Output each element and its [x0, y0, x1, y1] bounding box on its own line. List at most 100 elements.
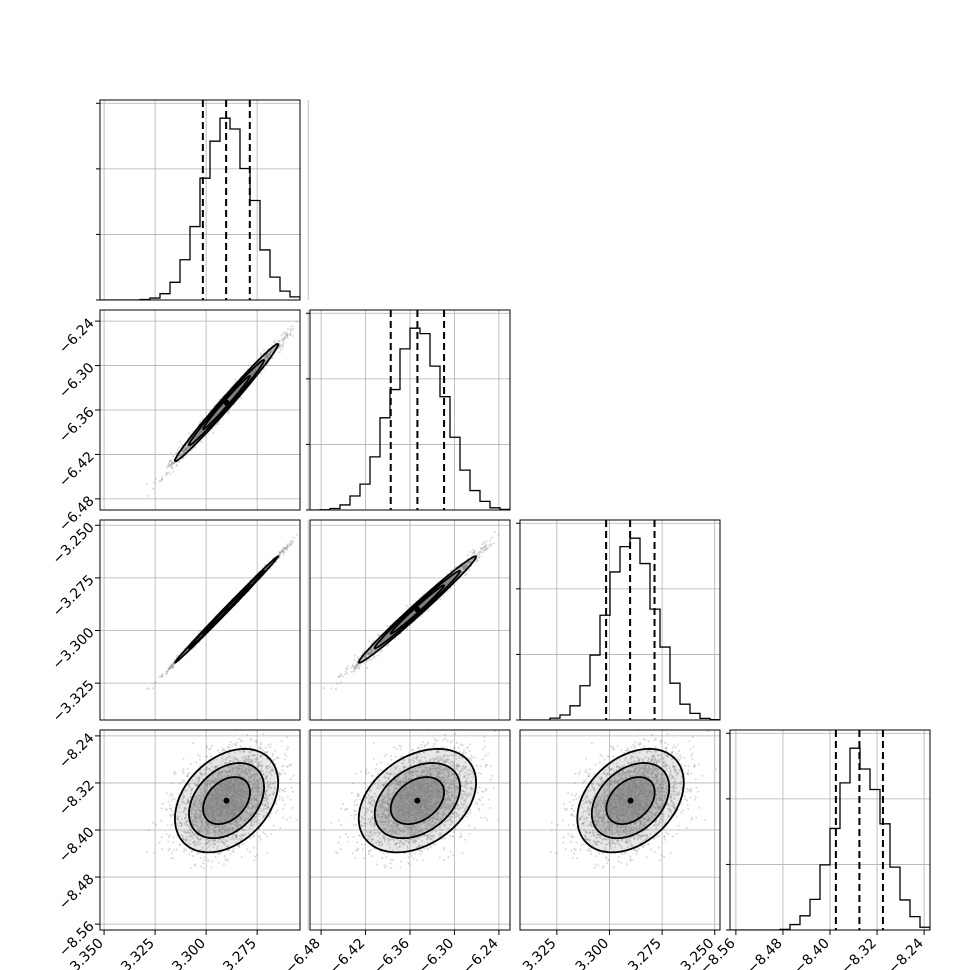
sample-point	[281, 550, 284, 553]
sample-point	[168, 667, 171, 670]
sample-point	[172, 471, 175, 473]
sample-point	[184, 449, 187, 451]
sample-point	[171, 461, 174, 464]
sample-point	[185, 447, 188, 450]
sample-point	[266, 356, 269, 359]
sample-point	[198, 433, 201, 436]
sample-point	[289, 543, 292, 546]
sample-point	[251, 371, 254, 374]
sample-point	[195, 435, 198, 438]
sample-point	[172, 462, 175, 465]
sample-point	[198, 430, 201, 432]
sample-point	[276, 339, 279, 342]
sample-point	[253, 370, 256, 373]
sample-point	[262, 349, 265, 352]
sample-point	[198, 430, 201, 433]
sample-point	[250, 371, 253, 374]
sample-point	[194, 446, 197, 449]
sample-point	[282, 340, 285, 343]
sample-point	[166, 465, 169, 468]
sample-point	[196, 434, 199, 437]
sample-point	[214, 425, 217, 428]
sample-point	[179, 440, 181, 443]
sample-point	[285, 331, 288, 334]
sample-point	[253, 369, 256, 372]
sample-point	[171, 466, 173, 469]
sample-point	[196, 435, 199, 438]
sample-point	[195, 434, 198, 437]
sample-point	[202, 430, 205, 432]
sample-point	[183, 450, 186, 453]
sample-point	[290, 325, 293, 328]
sample-point	[201, 430, 204, 433]
sample-point	[278, 551, 281, 553]
sample-point	[165, 474, 168, 476]
sample-point	[227, 412, 230, 415]
sample-point	[281, 549, 284, 552]
sample-point	[161, 475, 164, 478]
sample-point	[273, 339, 276, 342]
sample-point	[196, 434, 199, 437]
sample-point	[284, 332, 287, 335]
sample-point	[158, 675, 161, 678]
sample-point	[265, 354, 268, 357]
sample-point	[173, 659, 176, 662]
sample-point	[278, 345, 281, 348]
sample-point	[282, 549, 285, 552]
sample-point	[200, 431, 203, 433]
sample-point	[266, 355, 269, 358]
sample-point	[195, 435, 198, 438]
sample-point	[252, 370, 255, 373]
sample-point	[191, 439, 194, 442]
sample-point	[198, 430, 201, 433]
sample-point	[186, 444, 189, 447]
sample-point	[265, 358, 268, 361]
sample-point	[278, 340, 281, 342]
sample-point	[253, 370, 256, 373]
sample-point	[289, 328, 292, 330]
sample-point	[207, 432, 209, 435]
sample-point	[185, 447, 188, 450]
sample-point	[250, 372, 253, 375]
sample-point	[280, 334, 283, 337]
sample-point	[168, 472, 171, 475]
sample-point	[183, 450, 185, 453]
sample-point	[165, 670, 168, 673]
sample-point	[282, 342, 285, 344]
sample-point	[199, 432, 201, 435]
sample-point	[282, 338, 285, 341]
sample-point	[168, 666, 171, 669]
sample-point	[289, 334, 292, 337]
contour-line	[202, 374, 251, 431]
sample-point	[282, 550, 285, 553]
sample-point	[285, 333, 288, 336]
sample-point	[289, 332, 292, 335]
sample-point	[174, 461, 177, 464]
sample-point	[253, 369, 256, 372]
sample-point	[286, 334, 288, 337]
panel-0-0	[96, 99, 309, 301]
sample-point	[170, 665, 173, 668]
sample-point	[193, 437, 196, 440]
sample-point	[154, 477, 157, 480]
sample-point	[171, 467, 174, 470]
sample-point	[165, 467, 168, 470]
sample-point	[253, 370, 256, 373]
sample-point	[259, 363, 262, 366]
sample-point	[182, 450, 185, 453]
sample-point	[283, 337, 286, 339]
sample-point	[197, 432, 200, 435]
sample-point	[251, 371, 254, 374]
sample-point	[200, 430, 202, 433]
sample-point	[291, 328, 294, 331]
sample-point	[181, 450, 184, 453]
sample-point	[176, 464, 179, 467]
sample-point	[265, 355, 267, 357]
sample-point	[170, 462, 173, 465]
sample-point	[269, 350, 272, 353]
sample-point	[167, 464, 170, 467]
panel-frame	[99, 99, 301, 301]
sample-point	[182, 450, 185, 453]
sample-point	[263, 357, 266, 360]
sample-point	[165, 471, 168, 474]
